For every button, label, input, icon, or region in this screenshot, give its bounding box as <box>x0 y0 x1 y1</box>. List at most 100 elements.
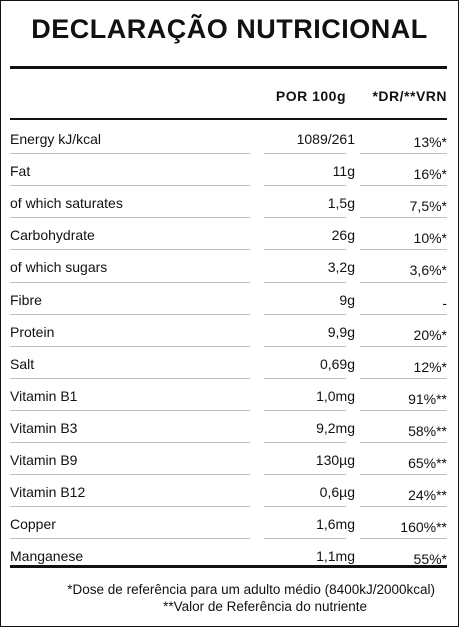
row-divider <box>360 442 447 443</box>
nutrient-name: Salt <box>10 355 35 372</box>
row-divider <box>264 153 346 155</box>
row-divider <box>10 249 250 251</box>
table-row: Fibre 9g - <box>10 283 447 315</box>
row-divider <box>10 217 250 219</box>
row-divider <box>10 506 250 508</box>
table-row: Fat 11g 16%* <box>10 154 447 186</box>
nutrient-name: Vitamin B9 <box>10 452 78 468</box>
nutrient-name: of which sugars <box>10 259 108 276</box>
row-divider <box>360 345 447 347</box>
table-row: Vitamin B9 130µg 65%** <box>10 443 447 475</box>
row-divider <box>264 249 346 251</box>
nutrient-value: 26g <box>331 227 355 244</box>
row-divider <box>10 313 250 315</box>
footnote-dr: *Dose de referência para um adulto médio… <box>67 582 435 597</box>
nutrient-dr: 65%** <box>408 455 447 471</box>
column-header-dr-vrn: *DR/**VRN <box>372 88 447 104</box>
nutrient-value: 9g <box>339 291 355 308</box>
row-divider <box>360 409 447 411</box>
nutrient-value: 1,1mg <box>316 548 355 565</box>
nutrient-value: 1,6mg <box>316 516 355 533</box>
nutrient-value: 1,0mg <box>316 387 355 404</box>
nutrient-dr: 7,5%* <box>409 198 447 215</box>
table-row: of which sugars 3,2g 3,6%* <box>10 250 447 282</box>
page-title: DECLARAÇÃO NUTRICIONAL <box>31 14 428 44</box>
nutrient-value: 1,5g <box>327 195 355 212</box>
row-divider <box>360 281 447 283</box>
table-row: Salt 0,69g 12%* <box>10 347 447 379</box>
nutrient-dr: 24%** <box>408 487 447 504</box>
table-row: Energy kJ/kcal 1089/261 13%* <box>10 122 447 154</box>
nutrient-value: 0,6µg <box>319 484 355 501</box>
row-divider <box>360 474 447 476</box>
row-divider <box>264 313 346 315</box>
row-divider <box>10 153 250 155</box>
nutrient-value: 3,2g <box>327 259 355 276</box>
table-row: Vitamin B1 1,0mg 91%** <box>10 379 447 411</box>
table-row: Vitamin B3 9,2mg 58%** <box>10 411 447 443</box>
row-divider <box>264 377 346 379</box>
nutrient-name: Fat <box>10 163 31 180</box>
nutrient-dr: 91%** <box>408 390 447 407</box>
nutrient-name: Vitamin B1 <box>10 387 78 404</box>
nutrient-name: Fibre <box>10 291 42 308</box>
row-divider <box>360 185 447 187</box>
row-divider <box>264 474 346 476</box>
row-divider <box>10 538 250 540</box>
row-divider <box>264 442 346 443</box>
row-divider <box>10 474 250 476</box>
row-divider <box>10 409 250 411</box>
row-divider <box>10 281 250 283</box>
table-row: Copper 1,6mg 160%** <box>10 507 447 539</box>
row-divider <box>264 281 346 283</box>
nutrient-name: Protein <box>10 323 55 340</box>
row-divider <box>360 217 447 219</box>
nutrient-name: Vitamin B12 <box>10 484 86 501</box>
nutrient-value: 1089/261 <box>296 131 355 147</box>
footnote-vrn: **Valor de Referência do nutriente <box>163 599 367 614</box>
row-divider <box>10 377 250 379</box>
row-divider <box>10 185 250 187</box>
nutrient-dr: 58%** <box>408 422 447 439</box>
row-divider <box>360 153 447 155</box>
nutrient-name: Copper <box>10 516 56 533</box>
nutrient-value: 0,69g <box>319 355 355 372</box>
table-row: Vitamin B12 0,6µg 24%** <box>10 475 447 507</box>
nutrient-value: 130µg <box>315 452 355 468</box>
row-divider <box>264 538 346 540</box>
row-divider <box>360 313 447 315</box>
row-divider <box>264 217 346 219</box>
nutrient-name: Vitamin B3 <box>10 419 78 436</box>
table-row: Manganese 1,1mg 55%* <box>10 539 447 571</box>
row-divider <box>264 345 346 347</box>
nutrient-name: Carbohydrate <box>10 227 95 244</box>
nutrient-dr: 12%* <box>413 358 447 375</box>
nutrient-value: 9,9g <box>327 323 355 340</box>
nutrient-value: 11g <box>332 163 355 180</box>
row-divider <box>10 442 250 443</box>
row-divider <box>264 409 346 411</box>
row-divider <box>264 506 346 508</box>
nutrient-dr: - <box>442 294 447 311</box>
nutrient-name: Energy kJ/kcal <box>10 131 102 147</box>
table-row: Protein 9,9g 20%* <box>10 315 447 347</box>
nutrient-name: of which saturates <box>10 195 123 212</box>
row-divider <box>10 345 250 347</box>
row-divider <box>360 377 447 379</box>
nutrient-value: 9,2mg <box>316 419 355 436</box>
row-divider <box>360 538 447 540</box>
column-header-per-100g: POR 100g <box>275 88 346 104</box>
header-rule <box>10 118 447 120</box>
nutrient-dr: 160%** <box>400 519 447 536</box>
nutrient-dr: 3,6%* <box>409 262 447 279</box>
nutrient-dr: 13%* <box>413 134 447 150</box>
table-row: of which saturates 1,5g 7,5%* <box>10 186 447 218</box>
nutrient-dr: 20%* <box>413 326 447 343</box>
top-rule <box>10 66 447 69</box>
nutrient-dr: 10%* <box>413 230 447 247</box>
table-row: Carbohydrate 26g 10%* <box>10 218 447 250</box>
bottom-rule <box>10 565 447 568</box>
nutrient-dr: 55%* <box>413 551 447 568</box>
nutrient-dr: 16%* <box>413 166 447 183</box>
row-divider <box>360 506 447 508</box>
